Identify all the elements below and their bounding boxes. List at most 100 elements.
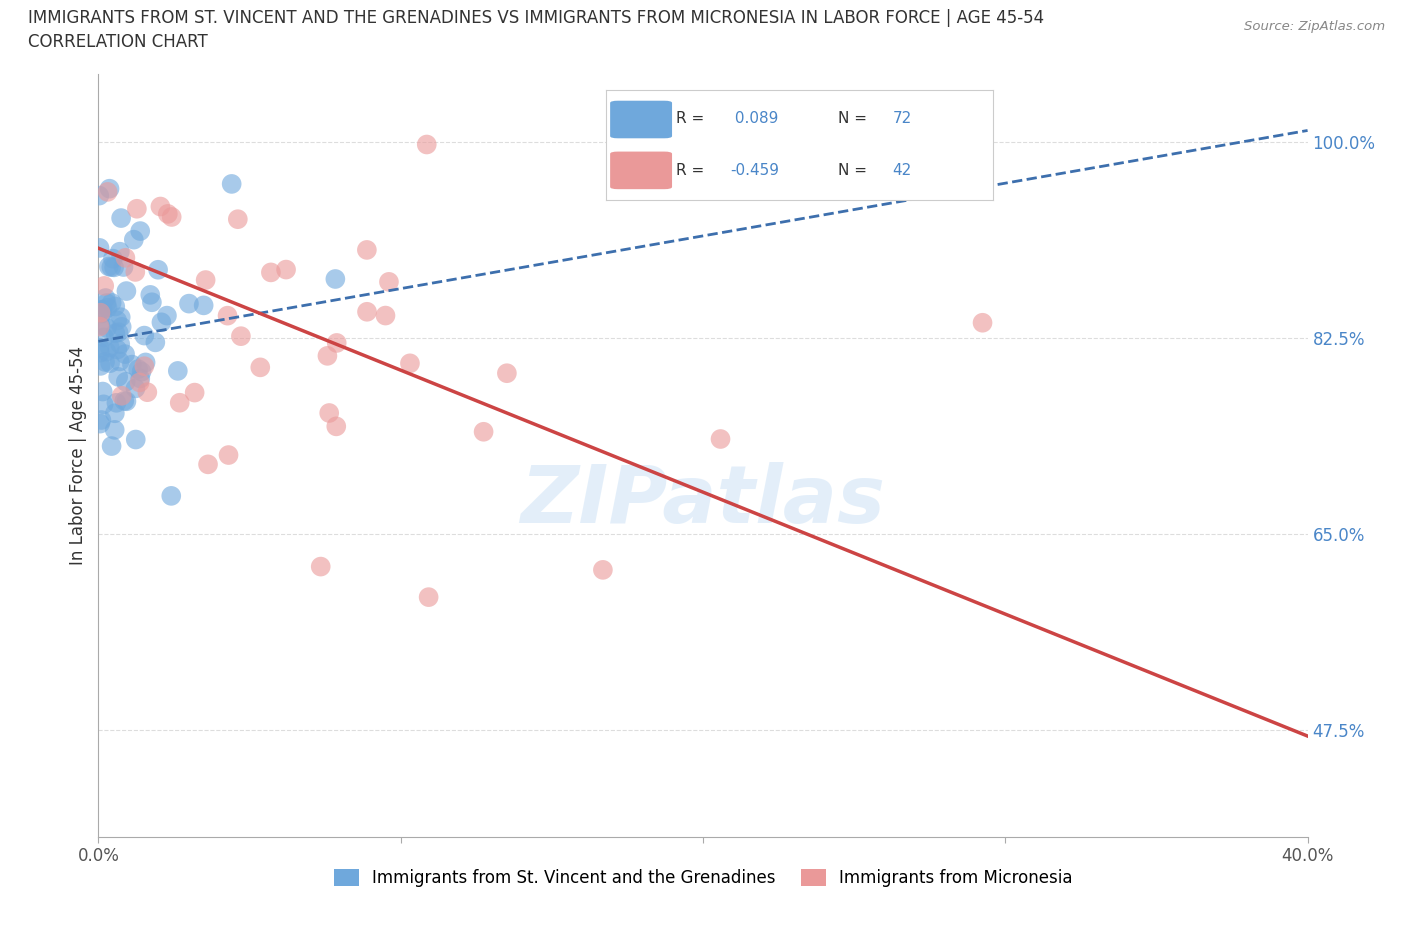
Point [496, 365, 519, 380]
Point [221, 177, 243, 192]
Point [226, 212, 249, 227]
Point [316, 349, 339, 364]
Text: Source: ZipAtlas.com: Source: ZipAtlas.com [1244, 20, 1385, 33]
Point [124, 381, 146, 396]
Point [972, 315, 994, 330]
Point [89, 305, 111, 320]
Point [156, 308, 179, 323]
Point [325, 336, 347, 351]
Point [96, 300, 118, 315]
Point [416, 137, 439, 152]
Point [125, 432, 148, 447]
Point [260, 265, 283, 280]
Point [374, 308, 396, 323]
Point [96, 321, 118, 336]
Point [218, 447, 240, 462]
Point [96, 344, 118, 359]
Point [592, 563, 614, 578]
Point [89, 417, 111, 432]
Point [356, 304, 378, 319]
Point [229, 328, 252, 343]
Point [98, 339, 121, 354]
Point [90, 413, 112, 428]
Point [134, 328, 156, 343]
Point [94, 354, 117, 369]
Point [125, 201, 148, 216]
Point [89, 340, 111, 355]
Point [121, 357, 143, 372]
Point [141, 295, 163, 310]
Point [150, 315, 173, 330]
Point [89, 188, 111, 203]
Point [378, 274, 401, 289]
Point [93, 278, 115, 293]
Point [124, 264, 146, 279]
Point [90, 302, 112, 317]
Point [104, 326, 127, 340]
Point [325, 418, 347, 433]
Point [90, 358, 112, 373]
Point [91, 306, 114, 321]
Point [104, 405, 127, 420]
Point [104, 299, 127, 314]
Point [98, 355, 121, 370]
Y-axis label: In Labor Force | Age 45-54: In Labor Force | Age 45-54 [69, 346, 87, 565]
Point [160, 209, 183, 224]
Point [111, 389, 134, 404]
Point [101, 251, 124, 266]
Point [112, 259, 135, 274]
Point [96, 296, 118, 311]
Point [112, 393, 135, 408]
Point [110, 337, 132, 352]
Point [139, 287, 162, 302]
Point [122, 232, 145, 247]
Point [110, 210, 132, 225]
Point [93, 397, 115, 412]
Point [149, 199, 172, 214]
Point [183, 385, 205, 400]
Point [98, 181, 121, 196]
Point [194, 272, 217, 287]
Point [91, 302, 114, 317]
Point [129, 223, 152, 238]
Point [156, 206, 179, 221]
Point [94, 290, 117, 305]
Point [128, 375, 150, 390]
Point [127, 362, 149, 377]
Point [129, 371, 152, 386]
Point [160, 488, 183, 503]
Point [134, 359, 156, 374]
Point [97, 259, 120, 274]
Point [136, 385, 159, 400]
Point [131, 365, 153, 379]
Point [143, 335, 166, 350]
Point [114, 375, 136, 390]
Point [100, 259, 122, 274]
Point [169, 395, 191, 410]
Point [356, 243, 378, 258]
Point [100, 439, 122, 454]
Point [93, 330, 115, 345]
Point [309, 559, 332, 574]
Point [105, 312, 128, 327]
Point [89, 241, 111, 256]
Text: ZIPatlas: ZIPatlas [520, 462, 886, 540]
Point [115, 394, 138, 409]
Point [108, 245, 131, 259]
Point [89, 319, 111, 334]
Point [274, 262, 297, 277]
Point [111, 319, 134, 334]
Point [100, 296, 122, 311]
Text: IMMIGRANTS FROM ST. VINCENT AND THE GRENADINES VS IMMIGRANTS FROM MICRONESIA IN : IMMIGRANTS FROM ST. VINCENT AND THE GREN… [28, 9, 1045, 27]
Point [97, 184, 120, 199]
Point [91, 384, 114, 399]
Point [249, 360, 271, 375]
Text: CORRELATION CHART: CORRELATION CHART [28, 33, 208, 51]
Point [709, 432, 731, 446]
Point [193, 298, 215, 312]
Point [166, 364, 188, 379]
Point [105, 395, 128, 410]
Point [89, 345, 111, 360]
Point [107, 325, 129, 339]
Point [318, 405, 340, 420]
